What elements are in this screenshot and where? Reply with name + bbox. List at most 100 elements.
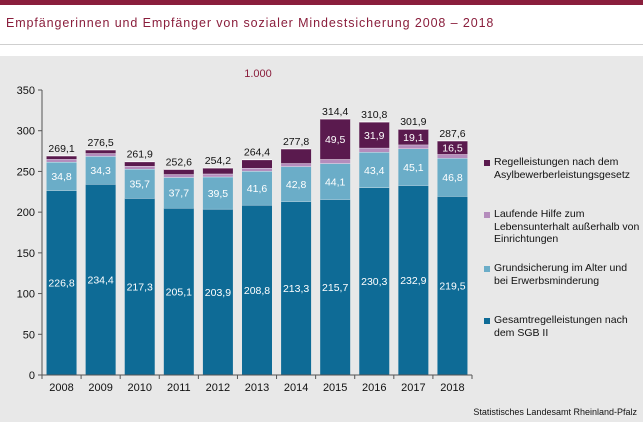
x-tick-label: 2017: [401, 382, 425, 394]
total-label: 314,4: [322, 106, 348, 118]
bar-segment-laufende-hilfe: [437, 154, 468, 159]
data-label-sgb2: 208,8: [244, 285, 270, 297]
bar-segment-asyl: [281, 148, 312, 164]
bar-segment-sgb2: [85, 184, 116, 375]
y-tick-label: 300: [17, 126, 35, 138]
y-tick-label: 100: [17, 289, 35, 301]
data-label-sgb2: 230,3: [361, 276, 387, 288]
legend-swatch-laufende-hilfe: [484, 212, 490, 218]
total-label: 310,8: [361, 109, 387, 121]
data-label-asyl: 16,5: [442, 143, 463, 155]
y-tick-label: 0: [29, 370, 35, 382]
y-tick-label: 250: [17, 166, 35, 178]
data-label-grundsicherung: 46,8: [442, 172, 463, 184]
bar-segment-sgb2: [398, 185, 429, 375]
bar-segment-asyl: [85, 149, 116, 154]
x-tick-label: 2011: [167, 382, 191, 394]
x-tick-label: 2014: [284, 382, 308, 394]
source-note: Statistisches Landesamt Rheinland-Pfalz: [473, 407, 637, 417]
bar-segment-grundsicherung: [281, 166, 312, 202]
total-label: 264,4: [244, 147, 270, 159]
x-axis: 2008 2009 2010 2011 2012 2013 2014 2015 2016 2017…: [41, 374, 473, 394]
data-label-grundsicherung: 42,8: [286, 179, 307, 191]
legend-swatch-asyl: [484, 160, 490, 166]
bar-segment-sgb2: [202, 208, 233, 375]
bar-segment-grundsicherung: [437, 158, 468, 197]
x-tick-label: 2018: [440, 382, 464, 394]
bar-segment-grundsicherung: [242, 171, 272, 205]
y-tick-label: 50: [23, 329, 35, 341]
bar-segment-sgb2: [124, 198, 155, 375]
x-tick-label: 2008: [49, 382, 73, 394]
bar-segment-laufende-hilfe: [281, 163, 312, 167]
legend-label-laufende-hilfe: Laufende Hilfe zum Lebensunterhalt außer…: [494, 208, 640, 245]
data-label-sgb2: 213,3: [283, 283, 309, 295]
data-label-sgb2: 215,7: [322, 282, 348, 294]
total-label: 277,8: [283, 136, 309, 148]
unit-label: 1.000: [244, 68, 272, 80]
bar-segment-asyl: [124, 161, 155, 167]
data-label-asyl: 31,9: [364, 130, 385, 142]
total-label: 276,5: [87, 137, 113, 149]
y-tick-label: 350: [17, 85, 35, 97]
x-tick-label: 2012: [206, 382, 230, 394]
bar-segment-sgb2: [46, 190, 77, 375]
total-label: 261,9: [127, 149, 153, 161]
bar-segment-laufende-hilfe: [163, 174, 194, 178]
bar-segment-laufende-hilfe: [46, 159, 77, 162]
data-label-asyl: 19,1: [403, 132, 424, 144]
bar-segment-sgb2: [437, 196, 468, 375]
data-label-grundsicherung: 45,1: [403, 162, 424, 174]
data-label-sgb2: 205,1: [166, 286, 192, 298]
bar-segment-grundsicherung: [46, 161, 77, 191]
bar-segment-laufende-hilfe: [320, 159, 351, 164]
legend-label-asyl: Regelleistungen nach dem Asylbewerberlei…: [494, 156, 630, 181]
bar-segment-laufende-hilfe: [359, 147, 390, 153]
data-label-sgb2: 219,5: [439, 281, 465, 293]
data-label-grundsicherung: 39,5: [208, 188, 229, 200]
bar-segment-sgb2: [242, 204, 272, 375]
data-label-grundsicherung: 44,1: [325, 176, 346, 188]
data-label-sgb2: 203,9: [205, 287, 231, 299]
bar-segment-asyl: [320, 118, 351, 160]
bar-segment-asyl: [437, 140, 468, 155]
bar-segment-laufende-hilfe: [124, 166, 155, 169]
total-label: 252,6: [166, 156, 192, 168]
data-label-sgb2: 217,3: [127, 282, 153, 294]
bar-segment-grundsicherung: [359, 152, 390, 188]
bar-segment-grundsicherung: [320, 163, 351, 200]
data-label-grundsicherung: 34,8: [51, 171, 72, 183]
total-label: 287,6: [439, 128, 465, 140]
bar-segment-laufende-hilfe: [242, 168, 272, 172]
data-label-grundsicherung: 35,7: [130, 179, 151, 191]
x-tick-label: 2013: [245, 382, 269, 394]
y-tick-label: 150: [17, 248, 35, 260]
bar-segment-asyl: [359, 121, 390, 148]
bar-segment-grundsicherung: [202, 176, 233, 209]
bar-segment-laufende-hilfe: [398, 144, 429, 149]
bar-segment-grundsicherung: [163, 177, 194, 208]
bar-segment-asyl: [242, 159, 272, 169]
bar-segment-asyl: [46, 155, 77, 160]
data-label-sgb2: 232,9: [400, 275, 426, 287]
bar-segment-asyl: [398, 129, 429, 145]
bar-segment-sgb2: [320, 199, 351, 375]
y-tick-label: 200: [17, 207, 35, 219]
top-accent-bar: [0, 0, 643, 5]
bar-segment-asyl: [202, 168, 233, 174]
x-tick-label: 2015: [323, 382, 347, 394]
legend-swatch-sgb2: [484, 318, 490, 324]
bar-segment-grundsicherung: [124, 168, 155, 199]
bar-segment-laufende-hilfe: [85, 153, 116, 157]
bar-segment-sgb2: [359, 187, 390, 375]
x-tick-label: 2010: [127, 382, 151, 394]
bars-group: 226,8 34,8 269,1 234,4 34,3 276,5 217,3 35,7 261…: [46, 106, 468, 375]
total-label: 269,1: [48, 143, 74, 155]
data-label-grundsicherung: 41,6: [247, 183, 268, 195]
total-label: 301,9: [400, 116, 426, 128]
total-label: 254,2: [205, 155, 231, 167]
data-label-sgb2: 226,8: [48, 278, 74, 290]
bar-segment-asyl: [163, 169, 194, 175]
x-tick-label: 2016: [362, 382, 386, 394]
